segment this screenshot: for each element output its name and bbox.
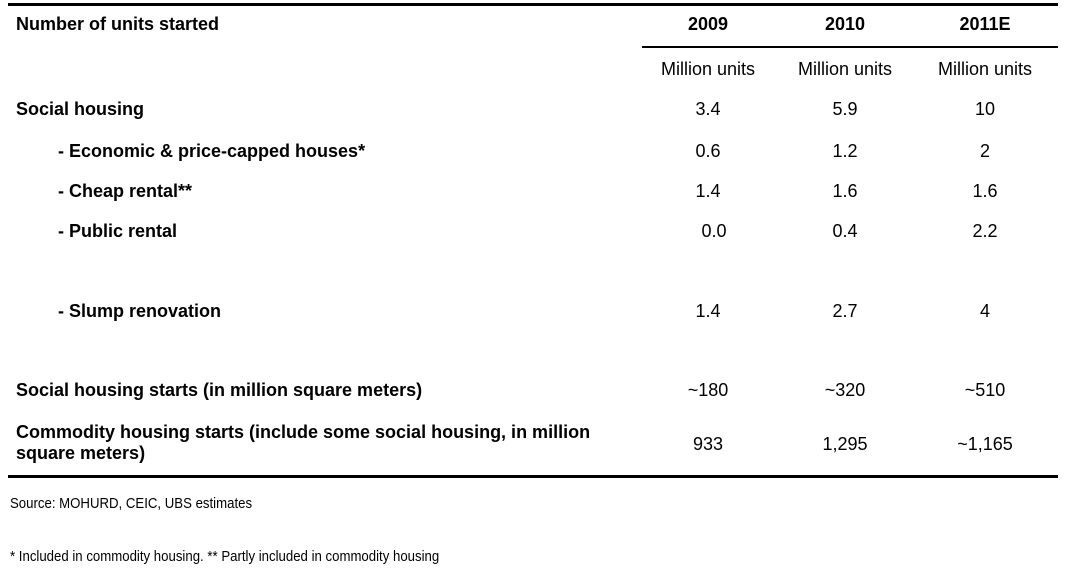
cell-cheap-rental-2009: 1.4 <box>695 181 721 201</box>
column-header-2011e: 2011E <box>959 14 1011 34</box>
row-label-social-housing-starts: Social housing starts (in million square… <box>16 380 423 400</box>
unit-label-2011e: Million units <box>937 59 1033 79</box>
top-rule <box>8 3 1058 6</box>
row-label-commodity-housing-starts: Commodity housing starts (include some s… <box>16 422 591 463</box>
row-label-economic-houses: - Economic & price-capped houses* <box>58 141 366 161</box>
source-note: Source: MOHURD, CEIC, UBS estimates <box>10 495 253 512</box>
row-header-label: Number of units started <box>16 14 220 34</box>
cell-slump-renovation-2009: 1.4 <box>695 301 721 321</box>
cell-social-housing-starts-2011e: ~510 <box>964 380 1006 400</box>
header-rule <box>642 46 1058 48</box>
bottom-rule <box>8 475 1058 478</box>
unit-label-2010: Million units <box>797 59 893 79</box>
cell-economic-houses-2010: 1.2 <box>832 141 858 161</box>
column-header-2010: 2010 <box>824 14 866 34</box>
row-label-cheap-rental: - Cheap rental** <box>58 181 193 201</box>
cell-slump-renovation-2011e: 4 <box>979 301 990 321</box>
unit-label-2009: Million units <box>660 59 756 79</box>
cell-cheap-rental-2011e: 1.6 <box>972 181 998 201</box>
cell-social-housing-starts-2010: ~320 <box>824 380 866 400</box>
cell-cheap-rental-2010: 1.6 <box>832 181 858 201</box>
cell-commodity-housing-starts-2010: 1,295 <box>822 434 868 454</box>
cell-commodity-housing-starts-2009: 933 <box>692 434 724 454</box>
row-label-slump-renovation: - Slump renovation <box>58 301 222 321</box>
cell-social-housing-2010: 5.9 <box>832 99 858 119</box>
cell-public-rental-2010: 0.4 <box>832 221 858 241</box>
cell-public-rental-2009: 0.0 <box>701 221 727 241</box>
row-label-public-rental: - Public rental <box>58 221 178 241</box>
cell-commodity-housing-starts-2011e: ~1,165 <box>957 434 1013 454</box>
cell-social-housing-starts-2009: ~180 <box>687 380 729 400</box>
row-label-social-housing: Social housing <box>16 99 145 119</box>
cell-slump-renovation-2010: 2.7 <box>832 301 858 321</box>
cell-public-rental-2011e: 2.2 <box>972 221 998 241</box>
cell-economic-houses-2011e: 2 <box>979 141 990 161</box>
footnote: * Included in commodity housing. ** Part… <box>10 548 440 565</box>
column-header-2009: 2009 <box>687 14 729 34</box>
cell-social-housing-2009: 3.4 <box>695 99 721 119</box>
cell-social-housing-2011e: 10 <box>974 99 996 119</box>
cell-economic-houses-2009: 0.6 <box>695 141 721 161</box>
